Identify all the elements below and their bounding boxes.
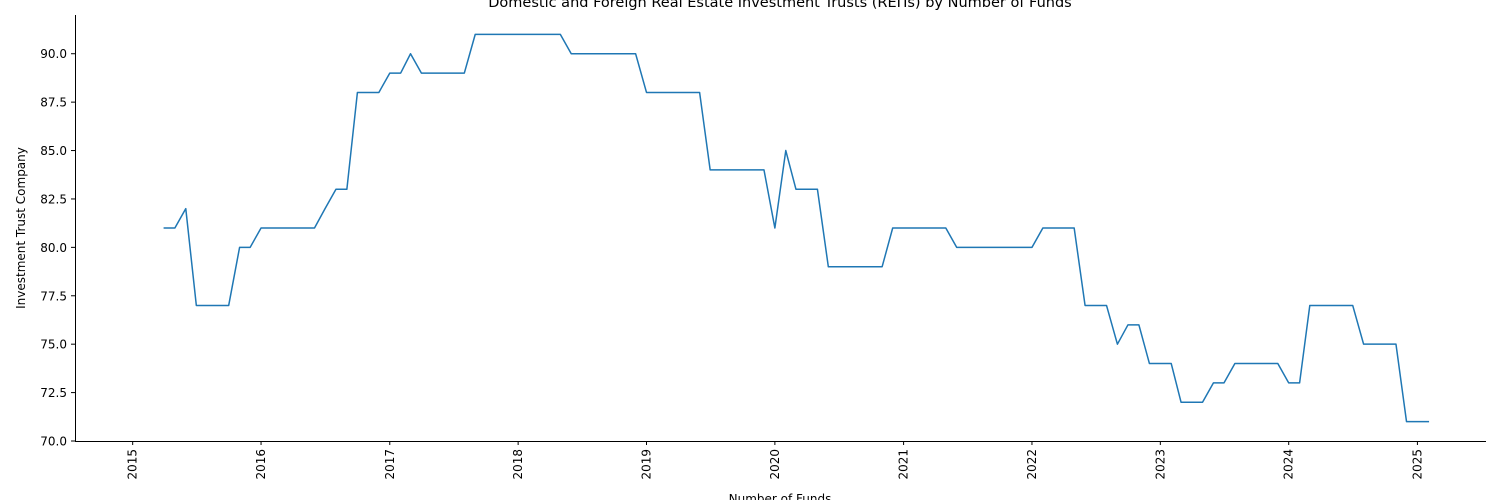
y-tick-label: 80.0: [40, 241, 67, 255]
y-axis-ticks: 70.0 72.5 75.0 77.5 80.0 82.5 85.0 87.5 90.0: [40, 47, 75, 449]
y-tick-label: 87.5: [40, 96, 67, 110]
x-tick-label: 2020: [768, 449, 782, 480]
x-tick-label: 2024: [1282, 449, 1296, 480]
y-tick-label: 70.0: [40, 435, 67, 449]
x-tick-label: 2018: [511, 449, 525, 480]
chart-title: Domestic and Foreign Real Estate Investm…: [488, 0, 1071, 11]
y-tick-label: 77.5: [40, 289, 67, 303]
y-tick-label: 72.5: [40, 386, 67, 400]
x-tick-label: 2025: [1410, 449, 1424, 480]
y-tick-label: 90.0: [40, 47, 67, 61]
x-tick-label: 2021: [897, 449, 911, 480]
x-tick-label: 2023: [1153, 449, 1167, 480]
x-axis-title: Number of Funds: [729, 492, 832, 500]
y-tick-label: 75.0: [40, 338, 67, 352]
y-tick-label: 85.0: [40, 144, 67, 158]
x-tick-label: 2019: [640, 449, 654, 480]
x-tick-label: 2022: [1025, 449, 1039, 480]
x-axis-ticks: 2015 2016 2017 2018 2019 2020 2021 2022 2023 2024…: [126, 441, 1424, 480]
y-axis-title: Investment Trust Company: [14, 147, 28, 309]
x-tick-label: 2015: [126, 449, 140, 480]
x-tick-label: 2017: [383, 449, 397, 480]
x-tick-label: 2016: [254, 449, 268, 480]
series-line-0: [163, 33, 1430, 423]
plot-area: [163, 33, 1430, 423]
y-tick-label: 82.5: [40, 192, 67, 206]
